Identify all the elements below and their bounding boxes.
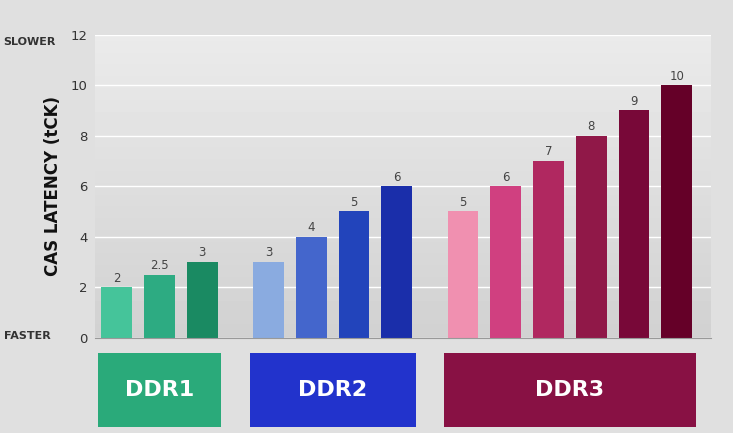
Text: DDR3: DDR3	[535, 380, 605, 400]
Bar	[101, 287, 132, 338]
Bar	[296, 237, 327, 338]
Text: 2: 2	[113, 271, 120, 285]
Text: 2.5: 2.5	[150, 259, 169, 272]
Text: 3: 3	[199, 246, 206, 259]
Text: 6: 6	[502, 171, 509, 184]
Bar	[619, 110, 649, 338]
Text: SLOWER: SLOWER	[4, 37, 56, 47]
Text: 5: 5	[460, 196, 467, 209]
Text: DDR2: DDR2	[298, 380, 367, 400]
Bar	[187, 262, 218, 338]
Text: 9: 9	[630, 95, 638, 108]
Bar	[490, 186, 521, 338]
Text: 7: 7	[545, 145, 552, 158]
Bar	[339, 211, 369, 338]
Bar	[533, 161, 564, 338]
Bar	[448, 211, 479, 338]
Text: 5: 5	[350, 196, 358, 209]
Y-axis label: CAS LATENCY (tCK): CAS LATENCY (tCK)	[44, 96, 62, 276]
Bar	[661, 85, 692, 338]
Text: 6: 6	[393, 171, 400, 184]
Text: 10: 10	[669, 70, 684, 83]
Bar	[576, 136, 607, 338]
Text: 3: 3	[265, 246, 272, 259]
Text: 8: 8	[588, 120, 595, 133]
Bar	[144, 275, 174, 338]
Bar	[253, 262, 284, 338]
Text: FASTER: FASTER	[4, 331, 51, 341]
Text: DDR1: DDR1	[125, 380, 194, 400]
Bar	[381, 186, 412, 338]
Text: 4: 4	[307, 221, 315, 234]
